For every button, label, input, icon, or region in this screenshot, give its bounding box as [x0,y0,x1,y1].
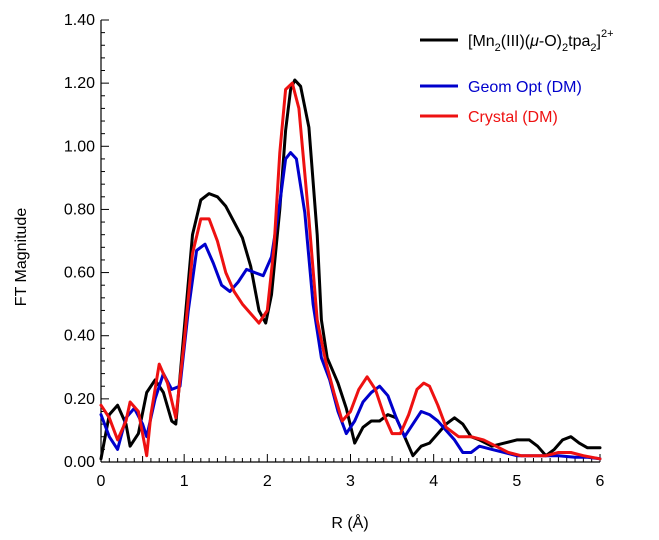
x-axis-title: R (Å) [331,513,368,532]
y-tick-label: 0.20 [64,391,95,408]
y-tick-label: 0.60 [64,265,95,282]
legend-label-blue: Geom Opt (DM) [468,79,582,96]
y-axis-title: FT Magnitude [13,208,30,307]
y-tick-label: 1.00 [64,138,95,155]
tick-labels: 0 1 2 3 4 5 6 0.00 0.20 0.40 0.60 0.80 1.00 1.20 1.40 [64,12,605,490]
series-line-1 [99,151,602,461]
x-tick-label: 5 [512,473,521,490]
y-tick-label: 1.40 [64,12,95,29]
x-tick-label: 4 [429,473,438,490]
y-tick-label: 1.20 [64,75,95,92]
y-tick-label: 0.00 [64,454,95,471]
series-line-0 [99,78,602,461]
x-tick-label: 6 [596,473,605,490]
legend-label-red: Crystal (DM) [468,109,558,126]
x-tick-label: 0 [97,473,106,490]
y-tick-label: 0.40 [64,328,95,345]
y-tick-label: 0.80 [64,201,95,218]
x-tick-label: 2 [263,473,272,490]
x-tick-label: 1 [180,473,189,490]
series-group [99,78,602,461]
series-line-2 [99,81,602,461]
x-tick-label: 3 [346,473,355,490]
tick-marks [100,19,601,463]
legend: [Mn2(III)(μ-O)2tpa2]2+ Geom Opt (DM) Cry… [420,28,614,126]
legend-label-black: [Mn2(III)(μ-O)2tpa2]2+ [468,28,614,54]
